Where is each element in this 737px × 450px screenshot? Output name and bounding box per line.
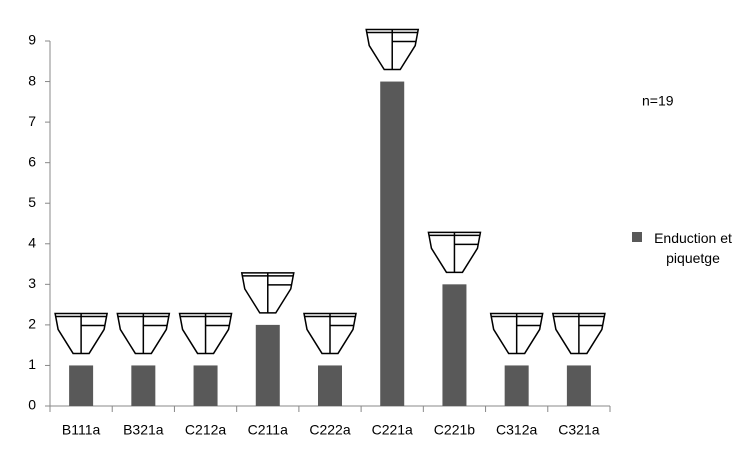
y-tick-label: 2 [28, 316, 36, 332]
y-tick-label: 7 [28, 113, 36, 129]
y-tick-label: 5 [28, 194, 36, 210]
bar [318, 365, 342, 406]
bar [504, 365, 529, 406]
x-tick-label: B321a [123, 422, 164, 438]
pot-profile [240, 272, 295, 314]
pot-profile [365, 28, 420, 71]
legend-label: Enduction et piquetge [654, 230, 732, 266]
y-tick-label: 9 [28, 32, 36, 48]
bar [131, 365, 156, 406]
y-tick-label: 3 [28, 275, 36, 291]
x-tick-label: C312a [496, 422, 537, 438]
pot-profile [116, 312, 171, 355]
pot-profile [489, 312, 544, 355]
bar [255, 324, 280, 406]
x-tick-label: C211a [248, 422, 288, 438]
y-tick-label: 6 [28, 153, 36, 169]
bar [69, 365, 94, 406]
pot-profile [54, 312, 109, 355]
x-tick-label: B111a [62, 422, 101, 438]
y-tick-label: 1 [28, 356, 36, 372]
pot-profile [551, 312, 606, 355]
legend-swatch [632, 232, 642, 242]
y-tick-label: 8 [28, 72, 36, 88]
y-tick-label: 4 [28, 234, 36, 250]
x-tick-label: C321a [558, 422, 599, 438]
pot-profile [178, 312, 233, 355]
pot-profile [427, 231, 482, 274]
bar [380, 81, 405, 407]
annotation: n=19 [642, 93, 674, 109]
y-tick-label: 0 [28, 397, 36, 413]
x-tick-label: C221b [434, 422, 475, 438]
bar [566, 365, 591, 406]
x-tick-label: C222a [309, 422, 350, 438]
x-tick-label: C221a [372, 422, 413, 438]
bar [193, 365, 218, 406]
bar [442, 284, 467, 406]
pot-profile [303, 312, 357, 355]
x-tick-label: C212a [185, 422, 226, 438]
